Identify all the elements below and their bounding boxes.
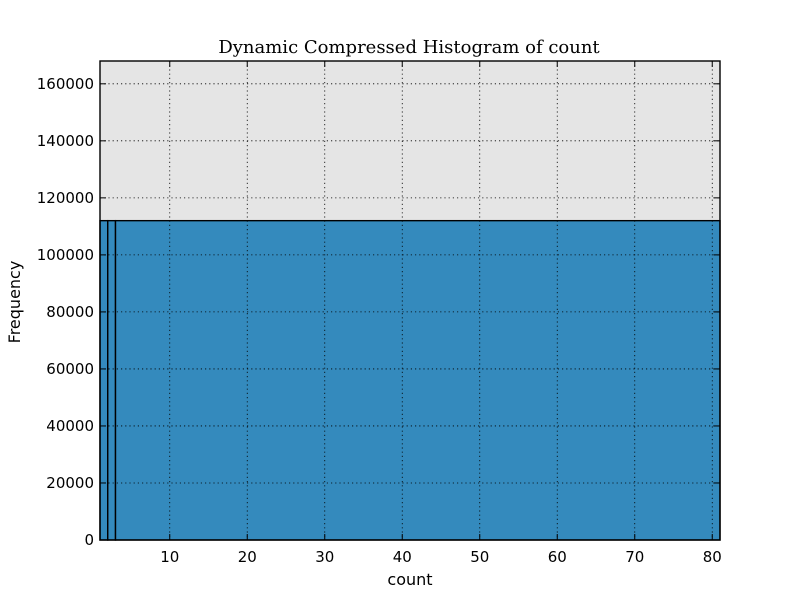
chart-title: Dynamic Compressed Histogram of count bbox=[218, 37, 600, 58]
x-tick-label: 10 bbox=[160, 548, 179, 566]
x-tick-label: 20 bbox=[238, 548, 257, 566]
plot-frame bbox=[99, 60, 721, 541]
histogram-bars bbox=[99, 219, 721, 541]
x-tick-label: 70 bbox=[625, 548, 644, 566]
y-tick-label: 160000 bbox=[37, 75, 94, 93]
x-tick-label: 50 bbox=[470, 548, 489, 566]
y-tick-label: 20000 bbox=[46, 474, 94, 492]
histogram-bar bbox=[114, 219, 721, 541]
y-axis-ticks: 0 20000 40000 60000 80000 100000 120000 140000 1… bbox=[37, 75, 720, 549]
histogram-bar bbox=[107, 219, 117, 541]
x-tick-label: 60 bbox=[548, 548, 567, 566]
x-tick-label: 30 bbox=[315, 548, 334, 566]
y-tick-label: 120000 bbox=[37, 189, 94, 207]
y-tick-label: 40000 bbox=[46, 417, 94, 435]
x-tick-label: 40 bbox=[393, 548, 412, 566]
plot-area bbox=[99, 60, 721, 541]
y-tick-label: 0 bbox=[84, 531, 94, 549]
y-tick-label: 60000 bbox=[46, 360, 94, 378]
grid-lines bbox=[100, 61, 720, 541]
x-axis-label: count bbox=[387, 570, 432, 589]
x-axis-ticks: 10 20 30 40 50 60 70 80 bbox=[160, 61, 722, 566]
y-axis-label: Frequency bbox=[5, 261, 24, 344]
y-tick-label: 100000 bbox=[37, 246, 94, 264]
y-tick-label: 140000 bbox=[37, 132, 94, 150]
y-tick-label: 80000 bbox=[46, 303, 94, 321]
histogram-bar bbox=[99, 219, 109, 541]
x-tick-label: 80 bbox=[703, 548, 722, 566]
